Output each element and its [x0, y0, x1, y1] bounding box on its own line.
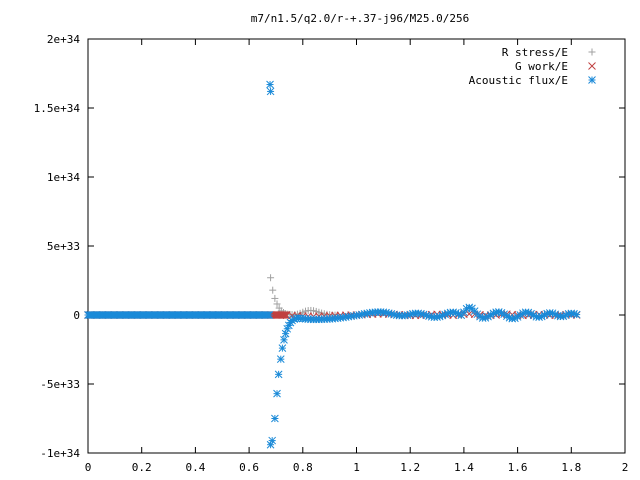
- x-tick-label: 0: [85, 461, 92, 474]
- data-point: [271, 294, 279, 302]
- x-tick-label: 1.2: [400, 461, 420, 474]
- data-point: [281, 329, 290, 338]
- series-2: [84, 80, 581, 449]
- data-point: [265, 311, 274, 319]
- y-tick-label: -1e+34: [40, 447, 80, 460]
- data-point: [267, 274, 275, 282]
- x-tick-label: 1.4: [454, 461, 474, 474]
- x-tick-label: 2: [622, 461, 629, 474]
- data-point: [276, 355, 285, 364]
- y-tick-label: 0: [73, 309, 80, 322]
- x-tick-label: 0.8: [293, 461, 313, 474]
- data-point: [273, 389, 281, 398]
- legend-marker: [588, 62, 596, 70]
- data-point: [266, 80, 274, 89]
- data-point: [278, 344, 287, 352]
- legend-label: G work/E: [515, 60, 568, 73]
- x-tick-label: 1.8: [561, 461, 581, 474]
- legend-label: Acoustic flux/E: [469, 74, 568, 87]
- y-tick-label: 1.5e+34: [34, 102, 81, 115]
- data-point: [279, 311, 288, 319]
- legend-marker: [588, 76, 596, 84]
- x-tick-label: 1: [353, 461, 360, 474]
- data-point: [572, 310, 581, 319]
- data-point: [281, 311, 289, 319]
- legend-marker: [588, 48, 596, 56]
- y-tick-label: 5e+33: [47, 240, 80, 253]
- data-point: [274, 370, 283, 379]
- x-tick-label: 0.2: [132, 461, 152, 474]
- y-tick-label: -5e+33: [40, 378, 80, 391]
- data-point: [273, 300, 281, 308]
- data-point: [280, 335, 288, 344]
- data-point: [269, 286, 277, 294]
- data-point: [562, 311, 570, 319]
- x-axis: 0 0.2 0.4 0.6 0.8 1 1.2 1.4 1.6 1.8 2: [85, 39, 629, 474]
- data-point: [266, 87, 275, 96]
- y-axis: -1e+34 -5e+33 0 5e+33 1e+34 1.5e+34 2e+34: [34, 33, 625, 460]
- x-tick-label: 0.4: [185, 461, 205, 474]
- plot-area-border: [87, 38, 626, 454]
- legend-label: R stress/E: [502, 46, 568, 59]
- y-tick-label: 1e+34: [47, 171, 80, 184]
- data-point: [268, 436, 277, 445]
- x-tick-label: 1.6: [508, 461, 528, 474]
- data-point: [271, 414, 279, 423]
- y-tick-label: 2e+34: [47, 33, 80, 46]
- chart-title: m7/n1.5/q2.0/r-+.37-j96/M25.0/256: [251, 12, 470, 25]
- x-tick-label: 0.6: [239, 461, 259, 474]
- plot-marks: [84, 80, 581, 449]
